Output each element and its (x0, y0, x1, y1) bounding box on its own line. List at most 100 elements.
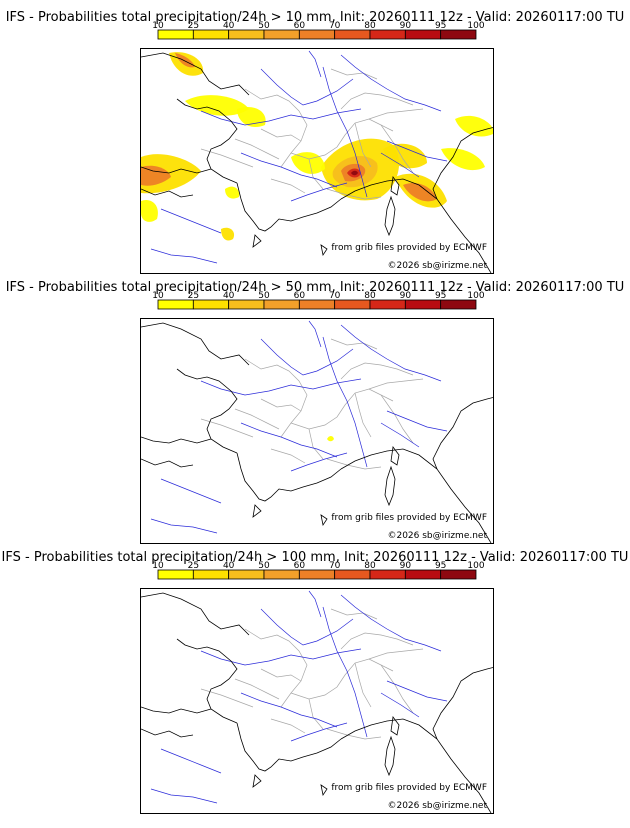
colorbar-tick-label: 40 (223, 561, 235, 571)
colorbar-tick-label: 25 (188, 561, 199, 571)
admin-border-line (270, 718, 306, 734)
admin-border-line (200, 148, 254, 168)
river-line (322, 606, 368, 738)
river-line (322, 336, 368, 468)
colorbar-svg: 10 25 40 50 60 70 80 90 95 100 (152, 561, 485, 580)
colorbar-tick-label: 70 (329, 291, 341, 301)
admin-border-line (368, 378, 424, 390)
map-svg (141, 590, 493, 813)
source-credit: from grib files provided by ECMWF (331, 513, 487, 523)
coastline (320, 244, 328, 257)
colorbar-legend: 10 25 40 50 60 70 80 90 95 100 (152, 290, 485, 312)
colorbar-tick-label: 50 (258, 561, 270, 571)
colorbar-segment (369, 569, 406, 580)
colorbar-segment (298, 569, 336, 580)
coastline (141, 322, 250, 366)
colorbar-segment (404, 299, 442, 310)
admin-border-line (380, 124, 414, 174)
coastline (320, 784, 328, 797)
colorbar-tick-label: 95 (435, 561, 446, 571)
panel-title: IFS - Probabilities total precipitation/… (5, 10, 625, 25)
admin-border-line (234, 138, 280, 160)
admin-border-line (260, 668, 302, 682)
admin-border-line (200, 688, 254, 708)
river-line (150, 248, 218, 264)
coastline (176, 98, 238, 184)
panel-title: IFS - Probabilities total precipitation/… (1, 550, 629, 565)
river-line (160, 208, 222, 234)
colorbar-segment (298, 29, 336, 40)
colorbar-legend: 10 25 40 50 60 70 80 90 95 100 (152, 20, 485, 42)
admin-border-line (340, 632, 414, 650)
coastline (390, 175, 400, 196)
colorbar-tick-label: 60 (294, 21, 306, 31)
coastline (141, 728, 194, 738)
river-line (308, 590, 322, 618)
river-line (290, 182, 348, 202)
admin-border-line (308, 158, 324, 190)
coastline (141, 52, 250, 96)
river-line (160, 748, 222, 774)
colorbar-segment (440, 299, 477, 310)
coastline (390, 445, 400, 466)
admin-border-line (260, 398, 302, 412)
colorbar-tick-label: 10 (152, 291, 164, 301)
precip-probability-area (403, 182, 437, 202)
colorbar-svg: 10 25 40 50 60 70 80 90 95 100 (152, 21, 485, 40)
precip-probability-area (455, 115, 493, 137)
admin-border-line (270, 448, 306, 464)
colorbar-segment (228, 569, 265, 580)
colorbar-tick-label: 60 (294, 561, 306, 571)
coastline (252, 504, 262, 518)
river-line (380, 422, 420, 448)
colorbar-tick-label: 60 (294, 291, 306, 301)
river-line (386, 410, 448, 432)
precip-map: from grib files provided by ECMWF ©2026 s… (140, 588, 494, 814)
river-line (260, 608, 354, 646)
colorbar-segment (298, 299, 336, 310)
colorbar-tick-label: 10 (152, 561, 164, 571)
admin-border-line (290, 388, 394, 430)
source-credit: from grib files provided by ECMWF (331, 783, 487, 793)
copyright-credit: ©2026 sb@irizme.net (387, 261, 487, 271)
colorbar-tick-label: 100 (467, 21, 484, 31)
admin-border-line (326, 458, 382, 470)
precip-probability-area (383, 143, 427, 169)
map-svg (141, 320, 493, 543)
colorbar-segment (157, 299, 194, 310)
colorbar-tick-label: 90 (400, 291, 412, 301)
colorbar-tick-label: 90 (400, 561, 412, 571)
admin-border-line (290, 658, 394, 700)
colorbar-segment (263, 29, 300, 40)
river-line (340, 324, 442, 382)
coastline (236, 182, 342, 232)
colorbar-segment (334, 299, 371, 310)
admin-border-line (244, 358, 308, 438)
colorbar-segment (440, 569, 477, 580)
river-line (150, 518, 218, 534)
admin-border-line (380, 394, 414, 444)
river-line (290, 452, 348, 472)
river-line (340, 594, 442, 652)
colorbar-segment (192, 299, 230, 310)
coastline (340, 718, 492, 813)
admin-border-line (340, 362, 414, 380)
colorbar-segment (263, 569, 300, 580)
colorbar-tick-label: 50 (258, 21, 270, 31)
colorbar-segment (157, 569, 194, 580)
source-credit: from grib files provided by ECMWF (331, 243, 487, 253)
admin-border-line (326, 188, 382, 200)
coastline (236, 722, 342, 772)
coastline (432, 127, 493, 200)
coastline (141, 458, 194, 468)
river-line (200, 108, 362, 126)
precip-probability-area (441, 148, 485, 171)
river-line (340, 54, 442, 112)
colorbar-tick-label: 100 (467, 561, 484, 571)
colorbar-legend: 10 25 40 50 60 70 80 90 95 100 (152, 560, 485, 582)
colorbar-tick-label: 25 (188, 21, 199, 31)
coastline (320, 514, 328, 527)
precip-probability-area (225, 186, 240, 199)
precip-probability-area (185, 95, 249, 116)
river-line (200, 648, 362, 666)
